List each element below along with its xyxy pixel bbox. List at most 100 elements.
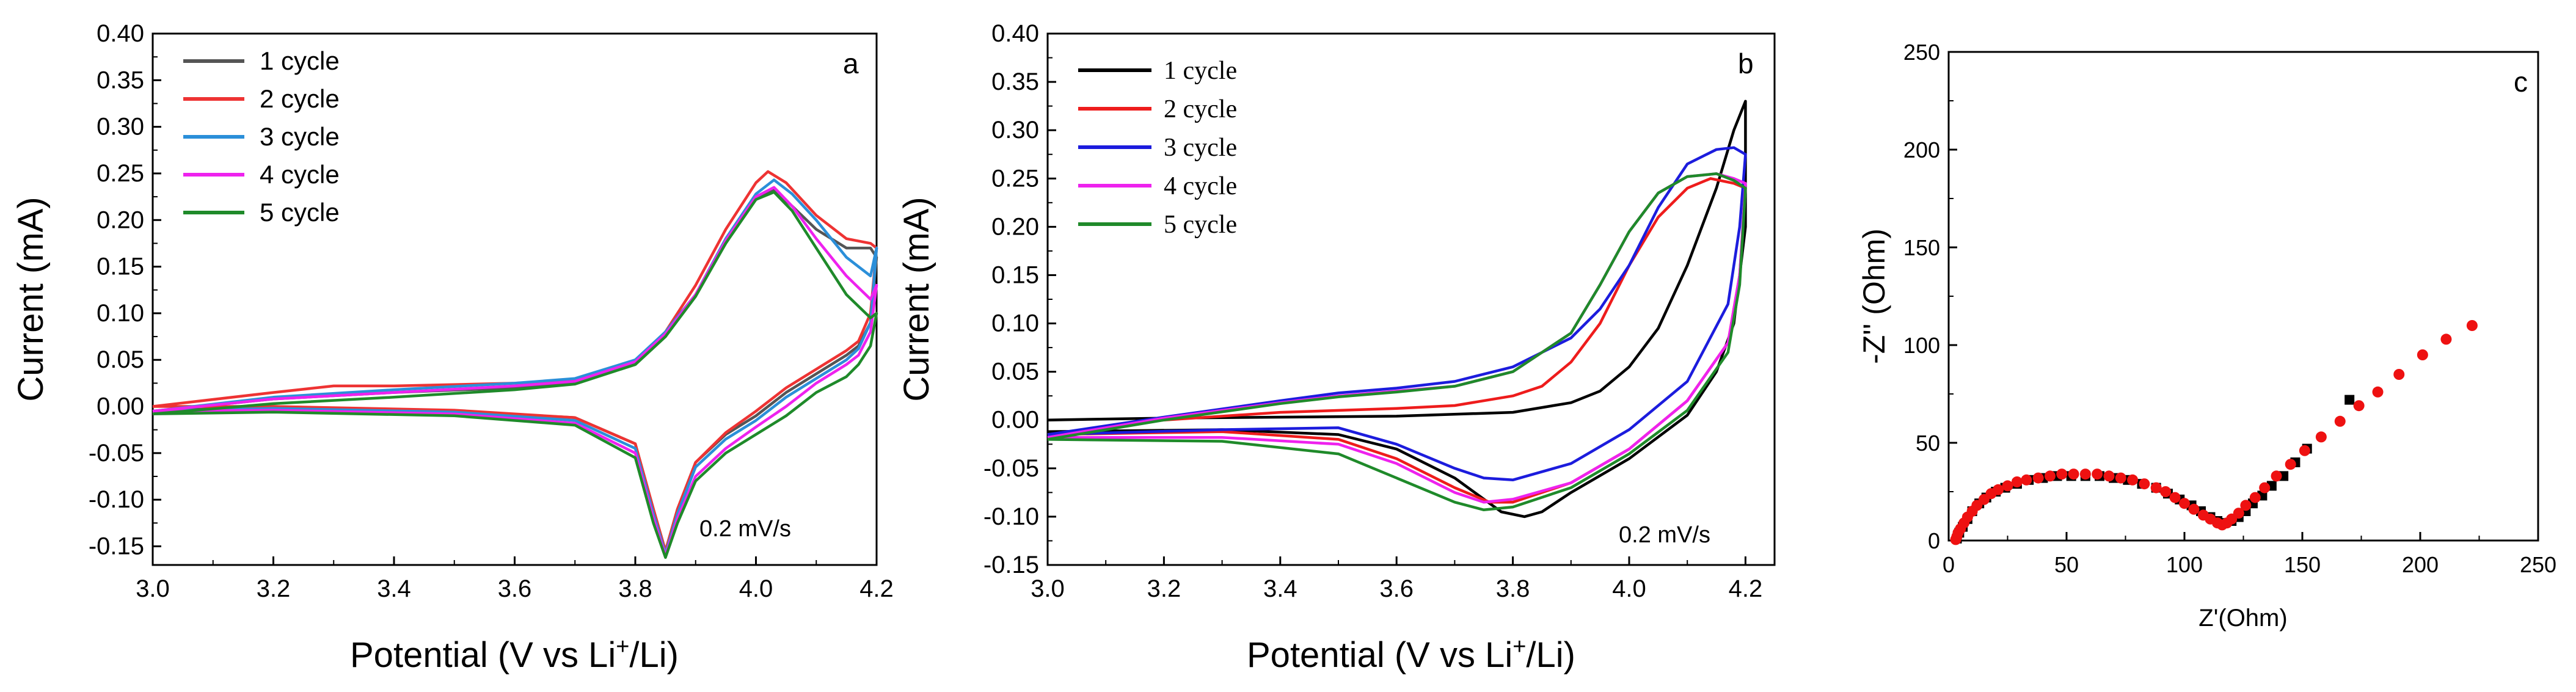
- panel-a-x-tick-label: 3.0: [136, 575, 170, 602]
- panel-c-red-point: [2139, 478, 2150, 490]
- panel-a-y-tick-label: -0.15: [89, 533, 144, 559]
- panel-b-x-axis-title: Potential (V vs Li+/Li): [1247, 634, 1575, 675]
- panel-c-red-point: [2393, 369, 2405, 380]
- panel-c-red-point: [2259, 482, 2271, 494]
- panel-b-series-1-curve: [1047, 100, 1747, 519]
- panel-a-x-tick-label: 3.8: [618, 575, 652, 602]
- legend-label-3: 3 cycle: [1164, 134, 1237, 162]
- panel-b-x-tick-label: 3.6: [1379, 575, 1414, 602]
- panel-a-scan-rate: 0.2 mV/s: [699, 516, 791, 542]
- panel-c-red-point: [2271, 470, 2282, 482]
- panel-c-black-point: [2344, 395, 2355, 405]
- panel-c-red-point: [2056, 468, 2068, 480]
- panel-a: 3.0 3.2 3.4 3.6 3.8 4.0 4.2 -0.15 -0.10 -0.05 0.00…: [11, 20, 894, 675]
- panel-c-red-point: [2160, 486, 2172, 497]
- panel-a-y-tick-label: -0.10: [89, 486, 144, 513]
- panel-b-y-tick-label: 0.30: [991, 117, 1039, 144]
- panel-a-legend: 1 cycle 2 cycle 3 cycle 4 cycle 5 cycle: [183, 46, 340, 227]
- panel-c-red-point: [2032, 472, 2044, 484]
- panel-a-y-tick-label: 0.10: [97, 300, 144, 327]
- panel-b-y-tick-label: 0.05: [991, 359, 1039, 385]
- legend-label-5: 5 cycle: [260, 198, 340, 227]
- panel-c-x-tick-label: 100: [2166, 552, 2203, 577]
- panel-c-red-point: [2002, 480, 2013, 492]
- panel-c-red-point: [2440, 333, 2452, 345]
- panel-a-label: a: [843, 48, 859, 79]
- panel-b-y-tick-label: 0.25: [991, 165, 1039, 192]
- panel-c: 0 50 100 150 200 250 0 50 100 150 200 250 c -Z'' (O…: [1857, 40, 2556, 632]
- panel-b-x-tick-label: 3.0: [1031, 575, 1065, 602]
- panel-a-y-tick-label: 0.20: [97, 206, 144, 233]
- panel-b-scan-rate: 0.2 mV/s: [1619, 522, 1710, 548]
- panel-c-y-tick-label: 200: [1903, 137, 1940, 162]
- panel-b-x-tick-label: 3.2: [1147, 575, 1181, 602]
- panel-b-legend: 1 cycle 2 cycle 3 cycle 4 cycle 5 cycle: [1078, 57, 1237, 239]
- panel-a-y-tick-label: 0.15: [97, 253, 144, 280]
- panel-c-y-tick-label: 50: [1916, 431, 1940, 456]
- panel-a-x-tick-label: 4.2: [859, 575, 894, 602]
- panel-b-series-4-curve: [1047, 172, 1747, 504]
- panel-c-y-tick-label: 150: [1903, 235, 1940, 260]
- panel-b: 3.0 3.2 3.4 3.6 3.8 4.0 4.2 -0.15 -0.10 -0.05 0.00…: [897, 20, 1776, 675]
- panel-c-y-tick-label: 250: [1903, 40, 1940, 65]
- panel-c-x-tick-label: 0: [1943, 552, 1955, 577]
- panel-c-red-point: [2315, 431, 2327, 443]
- panel-a-series-3-curve: [152, 178, 878, 555]
- legend-label-1: 1 cycle: [1164, 57, 1237, 85]
- panel-c-red-point: [2092, 468, 2103, 480]
- panel-b-y-tick-label: 0.20: [991, 213, 1039, 240]
- panel-c-red-point: [2127, 474, 2139, 486]
- panel-b-y-tick-label: -0.05: [983, 455, 1039, 482]
- panel-a-plot-frame: [151, 32, 878, 566]
- panel-c-red-point: [2011, 476, 2023, 487]
- panel-a-y-axis-title: Current (mA): [11, 197, 51, 401]
- panel-b-x-tick-label: 4.2: [1729, 575, 1763, 602]
- panel-c-plot-frame: [1947, 51, 2539, 542]
- panel-b-y-tick-label: 0.35: [991, 68, 1039, 95]
- panel-c-red-point: [2079, 468, 2091, 480]
- panel-a-y-tick-label: 0.25: [97, 160, 144, 187]
- panel-c-red-point: [2115, 472, 2126, 484]
- legend-label-4: 4 cycle: [1164, 172, 1237, 200]
- panel-a-y-tick-label: 0.35: [97, 67, 144, 93]
- panel-b-y-tick-label: 0.00: [991, 407, 1039, 434]
- panel-c-y-tick-label: 0: [1928, 528, 1940, 553]
- panel-a-x-tick-label: 3.4: [377, 575, 411, 602]
- panel-b-y-tick-label: 0.15: [991, 261, 1039, 288]
- panel-c-red-point: [2299, 445, 2310, 456]
- legend-label-2: 2 cycle: [1164, 95, 1237, 123]
- panel-c-x-axis-title: Z'(Ohm): [2198, 605, 2287, 632]
- legend-label-1: 1 cycle: [260, 46, 340, 75]
- panel-c-label: c: [2514, 66, 2528, 98]
- panel-b-x-tick-label: 3.8: [1496, 575, 1530, 602]
- legend-label-2: 2 cycle: [260, 84, 340, 113]
- panel-a-series-2-curve: [152, 170, 878, 553]
- panel-a-y-tick-label: 0.30: [97, 114, 144, 140]
- panel-c-red-point: [2150, 482, 2162, 494]
- panel-a-x-tick-label: 3.6: [498, 575, 532, 602]
- panel-c-red-point: [2353, 400, 2365, 412]
- panel-b-series-3-curve: [1047, 146, 1747, 482]
- panel-c-y-axis-title: -Z'' (Ohm): [1857, 228, 1891, 364]
- panel-c-red-point: [2285, 459, 2296, 470]
- panel-a-y-tick-label: 0.00: [97, 393, 144, 420]
- panel-c-red-point: [2169, 492, 2181, 503]
- panel-b-y-tick-label: -0.15: [983, 552, 1039, 578]
- panel-c-red-point: [2240, 500, 2252, 511]
- panel-c-red-point: [2044, 470, 2056, 482]
- panel-a-series-1-curve: [152, 189, 878, 553]
- panel-b-y-tick-label: 0.10: [991, 310, 1039, 337]
- panel-c-red-point: [2188, 503, 2200, 515]
- panel-b-label: b: [1738, 48, 1754, 79]
- panel-c-red-point: [1993, 484, 2004, 495]
- panel-b-y-axis-title: Current (mA): [897, 197, 936, 401]
- panel-c-red-point: [2179, 498, 2190, 509]
- panel-c-red-point: [2068, 468, 2079, 480]
- panel-a-x-tick-label: 3.2: [257, 575, 291, 602]
- panel-c-x-tick-label: 250: [2520, 552, 2556, 577]
- panel-b-x-tick-label: 4.0: [1612, 575, 1646, 602]
- legend-label-3: 3 cycle: [260, 122, 340, 151]
- panel-c-red-point: [2334, 415, 2346, 427]
- panel-b-y-tick-label: -0.10: [983, 503, 1039, 530]
- panel-b-y-tick-label: 0.40: [991, 20, 1039, 47]
